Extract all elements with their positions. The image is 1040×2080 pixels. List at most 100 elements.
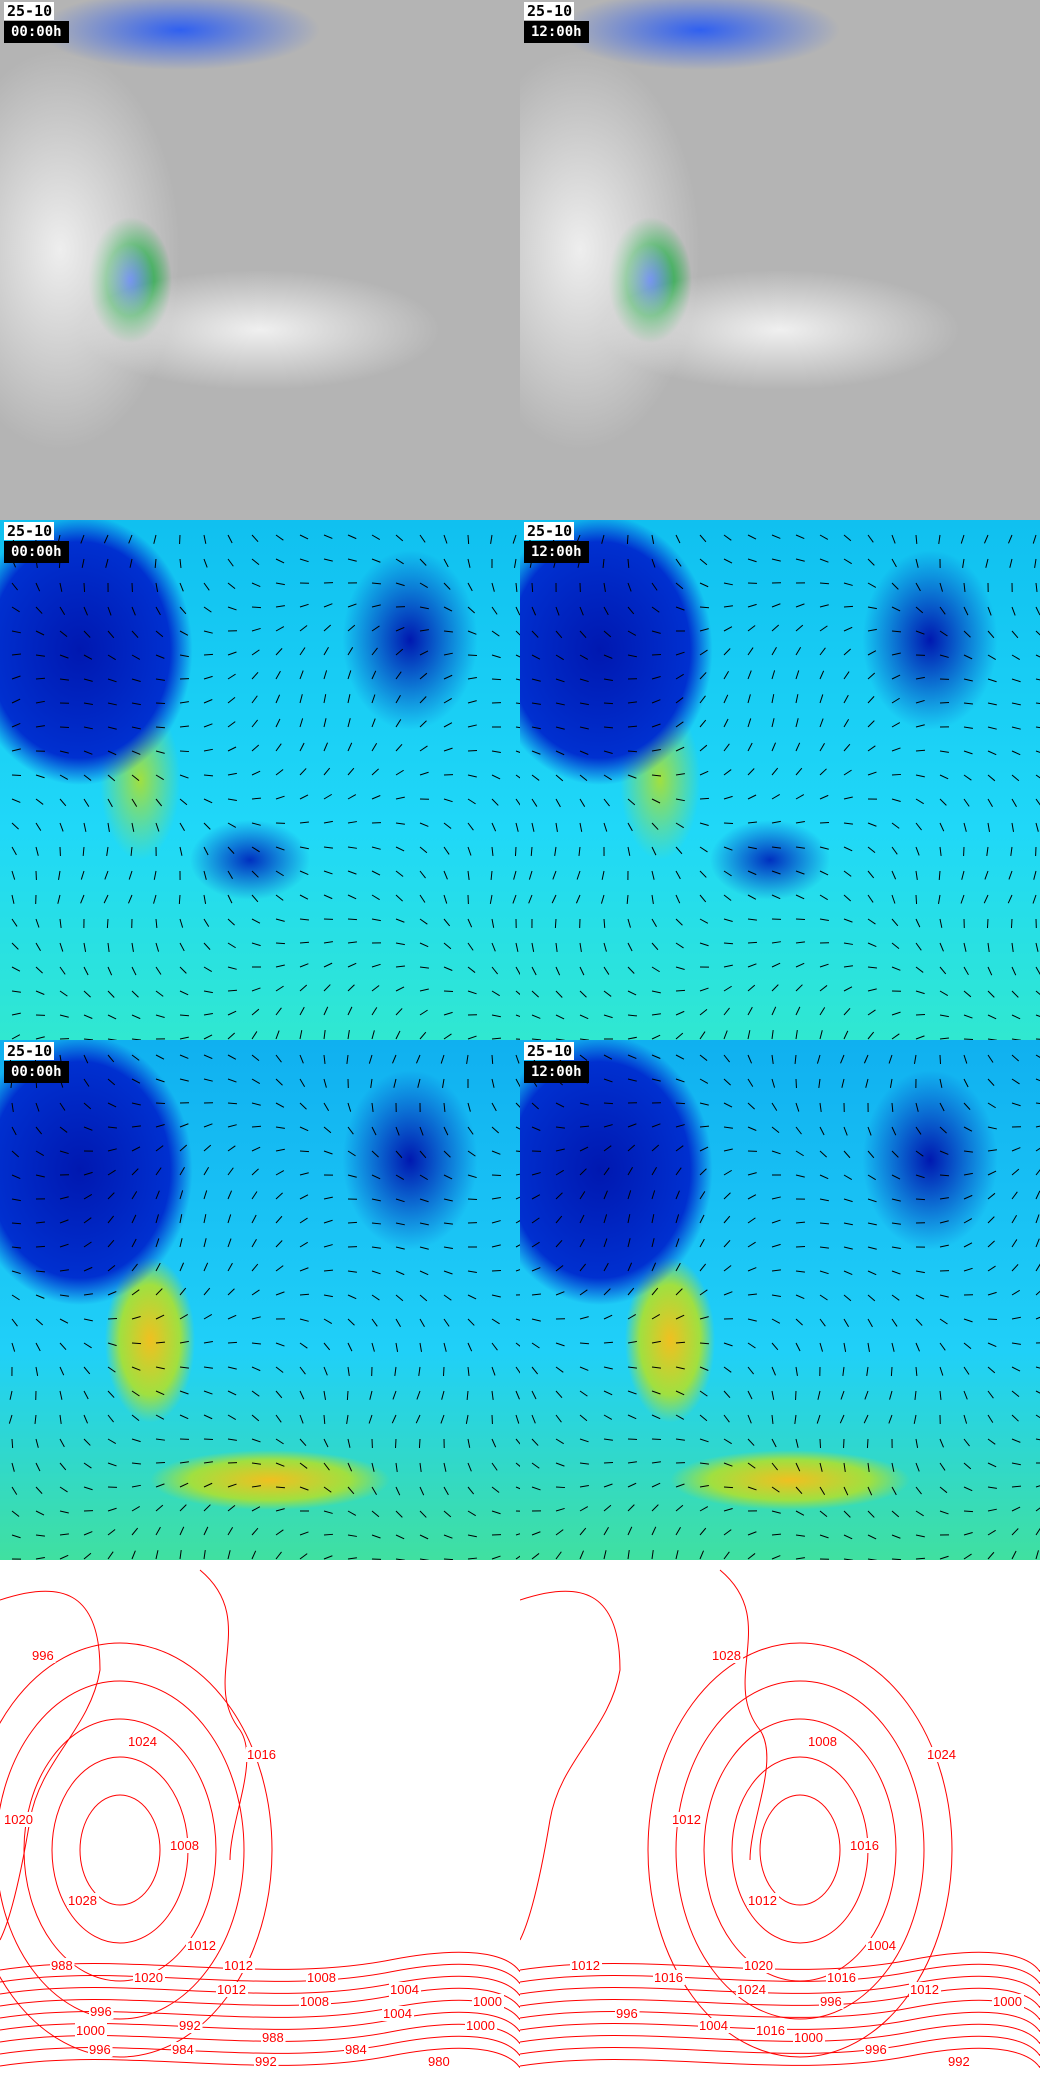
wind-arrow — [59, 1486, 68, 1493]
wind-arrow — [130, 846, 133, 857]
wind-arrow — [153, 894, 157, 904]
wind-arrow — [251, 846, 260, 853]
wind-arrow — [627, 1550, 630, 1560]
wind-arrow — [442, 1078, 445, 1088]
wind-arrow — [515, 1038, 520, 1040]
wind-arrow — [131, 1550, 136, 1560]
wind-arrow — [179, 630, 189, 636]
wind-arrow — [11, 722, 21, 728]
satellite-panel-00h: 25-10-100:00h — [0, 0, 520, 520]
wind-arrow — [747, 941, 758, 944]
wind-arrow — [83, 1390, 89, 1400]
wind-arrow — [699, 582, 709, 588]
wind-arrow — [419, 918, 428, 925]
wind-arrow — [939, 1037, 949, 1040]
isobar-label-bg — [653, 1970, 685, 1985]
wind-arrow — [419, 1009, 428, 1016]
wind-arrow — [347, 1557, 357, 1560]
wind-arrow — [963, 1267, 973, 1272]
wind-arrow — [939, 582, 943, 592]
wind-arrow — [299, 1150, 310, 1153]
wind-arrow — [489, 894, 493, 904]
wind-arrow — [1011, 1366, 1021, 1372]
isobar — [520, 2047, 1040, 2068]
wind-arrow — [939, 798, 947, 806]
wind-arrow — [891, 1174, 901, 1180]
wind-arrow — [651, 1287, 659, 1296]
isobar — [0, 1963, 520, 1984]
wind-arrow — [531, 1342, 540, 1349]
wind-arrow — [795, 1150, 804, 1157]
wind-arrow — [675, 1238, 680, 1248]
coastline — [520, 1569, 768, 1941]
wind-arrow — [555, 1265, 564, 1272]
wind-arrow — [299, 1553, 308, 1560]
wind-arrow — [103, 534, 109, 544]
wind-arrow — [699, 1527, 707, 1536]
wind-arrow — [368, 1054, 373, 1064]
wind-arrow — [275, 1462, 285, 1467]
wind-arrow — [771, 870, 781, 875]
wind-arrow — [579, 630, 587, 638]
wind-arrow — [323, 1150, 333, 1155]
wind-arrow — [419, 1486, 425, 1496]
wind-arrow — [627, 1190, 632, 1200]
wind-arrow — [155, 1341, 166, 1344]
wind-arrow — [699, 1168, 707, 1176]
wind-arrow — [840, 1390, 845, 1400]
wind-arrow — [675, 1145, 684, 1152]
wind-arrow — [867, 1009, 876, 1016]
wind-arrow — [491, 1438, 497, 1448]
wind-arrow — [467, 1342, 473, 1352]
wind-arrow — [1032, 534, 1037, 544]
wind-arrow — [35, 1462, 41, 1472]
wind-arrow — [371, 1486, 377, 1496]
wind-arrow — [651, 1526, 657, 1536]
wind-arrow — [299, 846, 309, 850]
wind-arrow — [962, 558, 965, 568]
wind-arrow — [531, 1366, 539, 1375]
wind-arrow — [795, 1438, 799, 1448]
satellite-panel-12h: 25-10-112:00h — [520, 0, 1040, 520]
wind-arrow — [843, 1126, 848, 1136]
wind-arrow — [723, 1148, 733, 1152]
wind-arrow — [675, 1214, 680, 1224]
wind-arrow — [819, 894, 828, 901]
wind-arrow — [227, 1314, 237, 1320]
wind-arrow — [419, 1342, 422, 1352]
wind-arrow — [699, 987, 709, 992]
wind-arrow — [323, 984, 331, 992]
wind-arrow — [818, 1078, 821, 1088]
wind-arrow — [59, 822, 64, 832]
wind-arrow — [443, 606, 453, 612]
wind-arrow — [371, 1462, 375, 1472]
wind-arrow — [179, 1366, 189, 1369]
wind-arrow — [299, 1342, 308, 1349]
wind-arrow — [939, 1318, 948, 1325]
wind-arrow — [1011, 990, 1019, 998]
wind-arrow — [843, 769, 852, 776]
wind-arrow — [1035, 726, 1040, 729]
wind-arrow — [915, 558, 919, 568]
wind-arrow — [555, 1102, 565, 1108]
wind-arrow — [107, 726, 117, 730]
wind-arrow — [627, 1238, 631, 1248]
wind-arrow — [699, 534, 707, 543]
wind-arrow — [107, 678, 117, 683]
isobar-map: 1016101210081004101210241016102810201016… — [520, 1569, 1040, 2069]
wind-arrow — [179, 654, 189, 658]
wind-arrow — [131, 966, 137, 976]
wind-arrow — [603, 1366, 613, 1370]
wind-arrow — [1011, 798, 1017, 808]
wind-arrow — [515, 654, 520, 658]
wind-arrow — [443, 846, 450, 855]
wind-arrow — [83, 822, 87, 832]
wind-arrow — [251, 770, 261, 776]
wind-arrow — [227, 1032, 236, 1040]
wind-arrow — [627, 966, 635, 974]
wind-arrow — [603, 1190, 608, 1200]
wind-arrow — [11, 606, 20, 613]
wind-arrow — [443, 966, 453, 971]
wind-arrow — [987, 1038, 997, 1040]
